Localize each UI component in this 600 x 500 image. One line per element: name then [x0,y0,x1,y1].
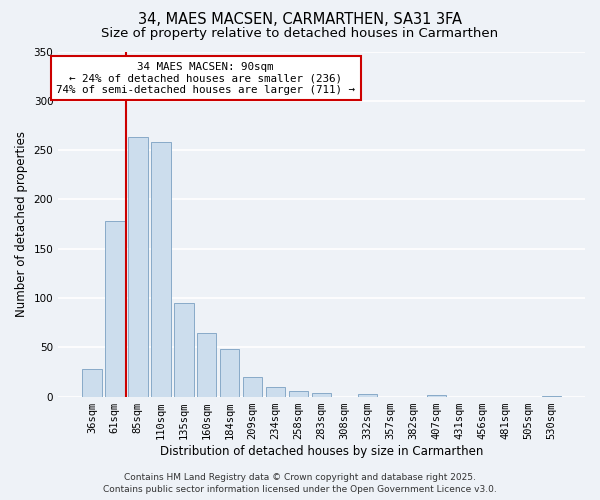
Bar [128,138,148,396]
Text: 34 MAES MACSEN: 90sqm
← 24% of detached houses are smaller (236)
74% of semi-det: 34 MAES MACSEN: 90sqm ← 24% of detached … [56,62,355,95]
Bar [312,392,331,396]
Bar [82,369,101,396]
Bar [220,350,239,397]
Y-axis label: Number of detached properties: Number of detached properties [15,131,28,317]
X-axis label: Distribution of detached houses by size in Carmarthen: Distribution of detached houses by size … [160,444,483,458]
Text: 34, MAES MACSEN, CARMARTHEN, SA31 3FA: 34, MAES MACSEN, CARMARTHEN, SA31 3FA [138,12,462,28]
Bar [105,221,125,396]
Bar [197,334,217,396]
Text: Contains HM Land Registry data © Crown copyright and database right 2025.
Contai: Contains HM Land Registry data © Crown c… [103,472,497,494]
Bar [174,303,194,396]
Bar [266,386,286,396]
Bar [243,377,262,396]
Bar [358,394,377,396]
Bar [289,390,308,396]
Text: Size of property relative to detached houses in Carmarthen: Size of property relative to detached ho… [101,28,499,40]
Bar [427,394,446,396]
Bar [151,142,170,397]
